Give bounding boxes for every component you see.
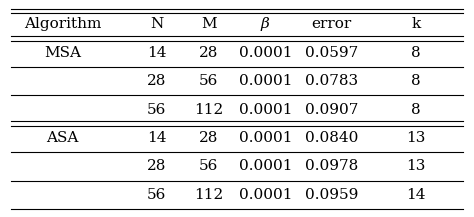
Text: 112: 112 [194, 188, 223, 202]
Text: 56: 56 [199, 159, 219, 174]
Text: 14: 14 [147, 131, 167, 145]
Text: 0.0001: 0.0001 [238, 131, 292, 145]
Text: k: k [411, 17, 421, 31]
Text: 0.0783: 0.0783 [305, 74, 358, 88]
Text: error: error [311, 17, 351, 31]
Text: 13: 13 [406, 131, 426, 145]
Text: 8: 8 [411, 46, 421, 60]
Text: 28: 28 [199, 46, 219, 60]
Text: 56: 56 [199, 74, 219, 88]
Text: 0.0001: 0.0001 [238, 103, 292, 117]
Text: 0.0597: 0.0597 [305, 46, 358, 60]
Text: 8: 8 [411, 103, 421, 117]
Text: 56: 56 [147, 103, 166, 117]
Text: 56: 56 [147, 188, 166, 202]
Text: 0.0001: 0.0001 [238, 159, 292, 174]
Text: 0.0001: 0.0001 [238, 74, 292, 88]
Text: 0.0907: 0.0907 [305, 103, 358, 117]
Text: MSA: MSA [44, 46, 81, 60]
Text: 0.0001: 0.0001 [238, 188, 292, 202]
Text: 0.0959: 0.0959 [305, 188, 358, 202]
Text: N: N [150, 17, 164, 31]
Text: 28: 28 [147, 74, 166, 88]
Text: 28: 28 [147, 159, 166, 174]
Text: 28: 28 [199, 131, 219, 145]
Text: 14: 14 [406, 188, 426, 202]
Text: ASA: ASA [46, 131, 79, 145]
Text: 0.0001: 0.0001 [238, 46, 292, 60]
Text: 13: 13 [406, 159, 426, 174]
Text: 8: 8 [411, 74, 421, 88]
Text: β: β [261, 17, 270, 31]
Text: M: M [201, 17, 217, 31]
Text: 0.0978: 0.0978 [305, 159, 358, 174]
Text: 112: 112 [194, 103, 223, 117]
Text: Algorithm: Algorithm [24, 17, 101, 31]
Text: 0.0840: 0.0840 [305, 131, 358, 145]
Text: 14: 14 [147, 46, 167, 60]
